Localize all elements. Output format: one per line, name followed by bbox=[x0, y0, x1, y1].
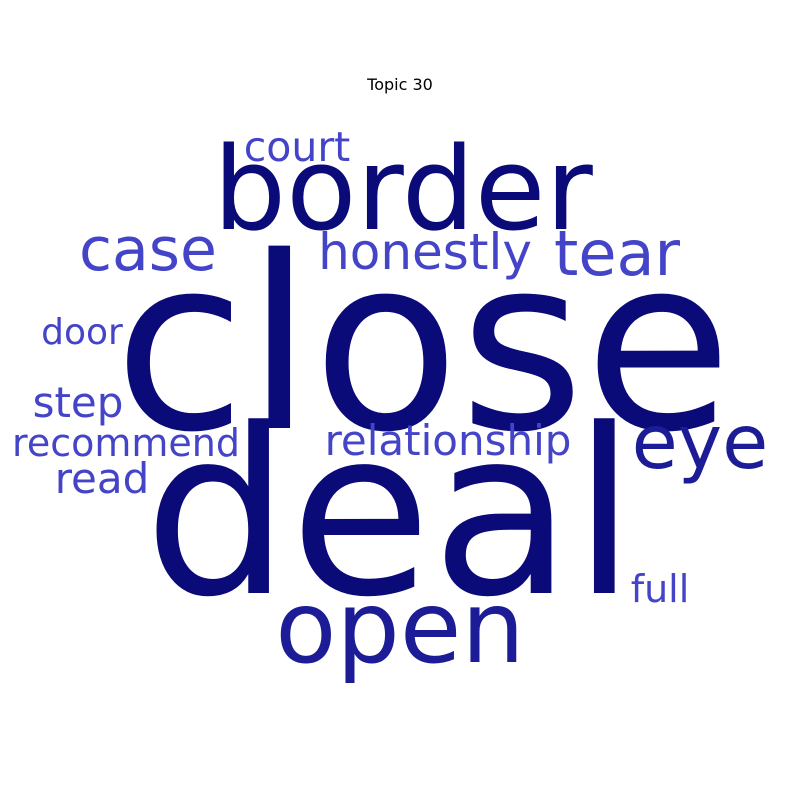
word-full: full bbox=[630, 567, 690, 611]
chart-title: Topic 30 bbox=[367, 75, 433, 94]
word-read: read bbox=[54, 454, 150, 503]
word-eye: eye bbox=[631, 397, 769, 486]
word-door: door bbox=[41, 312, 123, 353]
word-tear: tear bbox=[554, 217, 680, 290]
word-relationship: relationship bbox=[324, 416, 572, 465]
word-close: close bbox=[113, 205, 733, 485]
word-case: case bbox=[79, 215, 217, 285]
word-open: open bbox=[275, 569, 525, 686]
word-honestly: honestly bbox=[318, 223, 532, 281]
word-deal: deal bbox=[143, 381, 637, 648]
word-court: court bbox=[243, 122, 351, 171]
word-step: step bbox=[32, 378, 124, 427]
word-recommend: recommend bbox=[12, 421, 240, 465]
word-border: border bbox=[213, 122, 593, 257]
